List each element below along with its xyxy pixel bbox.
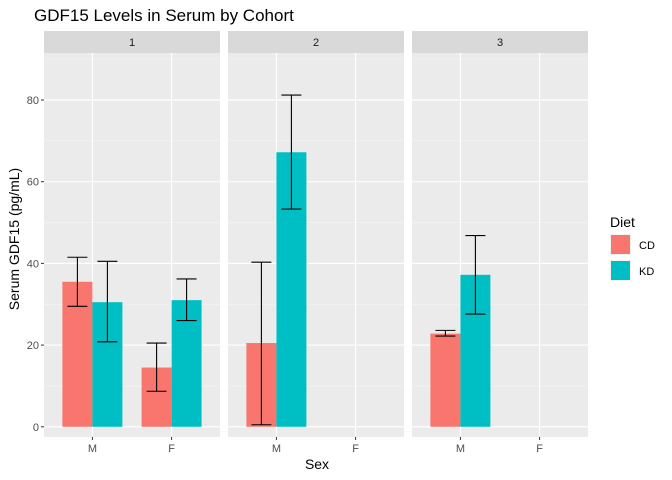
facet-strip-label: 1 (129, 37, 135, 49)
x-tick-label: F (536, 443, 543, 455)
error-bar (97, 260, 118, 343)
y-tick-label: 20 (27, 340, 39, 352)
legend: Diet CD KD (610, 214, 655, 281)
error-bar (251, 261, 272, 426)
facet-panel-2: 2 M F (228, 31, 404, 455)
x-axis-title: Sex (305, 456, 329, 472)
y-tick-label: 60 (27, 177, 39, 189)
x-tick-label: F (352, 443, 359, 455)
y-axis-title: Serum GDF15 (pg/mL) (6, 168, 22, 310)
error-bar (146, 342, 167, 392)
facet-strip-label: 3 (497, 37, 503, 49)
legend-key-kd (611, 261, 630, 280)
x-tick-label: M (456, 443, 465, 455)
facet-strip (228, 31, 404, 53)
facet-strip (44, 31, 220, 53)
facet-strip-label: 2 (313, 37, 319, 49)
legend-title: Diet (610, 214, 635, 230)
error-bar (176, 278, 197, 322)
x-tick-label: M (88, 443, 97, 455)
legend-key-cd (611, 235, 630, 254)
error-bar (435, 329, 456, 337)
facet-panel-1: 1 M F (44, 31, 220, 455)
x-tick-label: M (272, 443, 281, 455)
chart-title: GDF15 Levels in Serum by Cohort (34, 6, 294, 25)
error-bar (67, 256, 88, 307)
y-tick-label: 80 (27, 95, 39, 107)
error-bar (465, 235, 486, 315)
facet-panel-3: 3 M F (412, 31, 588, 455)
y-tick-label: 40 (27, 258, 39, 270)
error-bar (281, 94, 302, 210)
legend-label-kd: KD (639, 266, 654, 278)
facet-panels: 1 M F 2 M F 3 M F (44, 31, 588, 455)
facet-strip (412, 31, 588, 53)
legend-label-cd: CD (639, 240, 655, 252)
y-tick-label: 0 (33, 422, 39, 434)
bar-cd-m (430, 333, 461, 427)
bar-kd-f (171, 300, 202, 427)
y-axis: 0 20 40 60 80 (27, 95, 44, 434)
x-tick-label: F (168, 443, 175, 455)
